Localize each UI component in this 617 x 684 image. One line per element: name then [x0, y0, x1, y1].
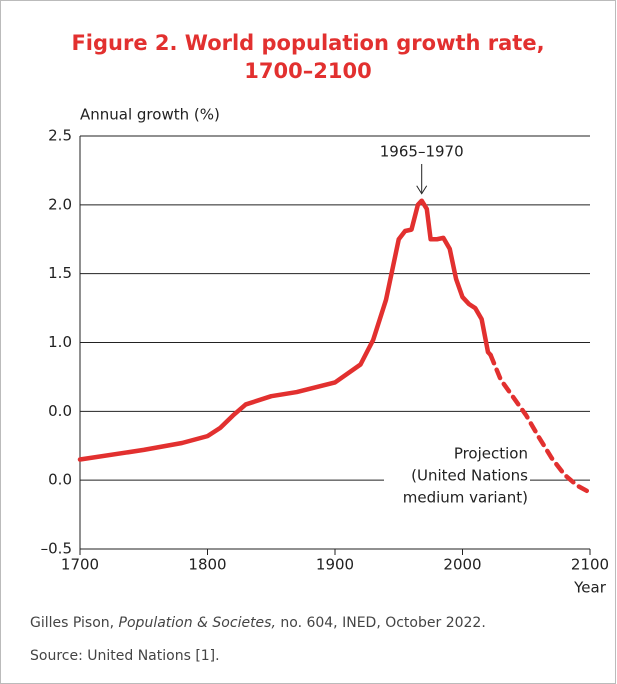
arrowhead [416, 185, 428, 195]
y-tick-label: 1.5 [48, 264, 72, 282]
annotation: medium variant) [403, 489, 528, 507]
chart-title: 1700–2100 [244, 59, 371, 83]
line-series [488, 352, 593, 495]
source: Source: United Nations [1]. [30, 648, 220, 664]
annotation-bg [384, 440, 530, 512]
x-axis-label: Year [573, 579, 607, 597]
x-tick-label: 1700 [61, 556, 99, 574]
y-axis-label: Annual growth (%) [80, 106, 220, 124]
credit-part: no. 604, INED, October 2022. [276, 615, 486, 631]
y-tick-label: 0.0 [48, 402, 72, 420]
x-tick-label: 1900 [316, 556, 354, 574]
y-tick-label: –0.5 [41, 540, 72, 558]
annotation: 1965–1970 [380, 143, 464, 161]
chart-title: Figure 2. World population growth rate, [71, 31, 544, 55]
credit-part: Gilles Pison, [30, 615, 119, 631]
line-series [77, 198, 493, 462]
y-tick-label: 2.5 [48, 127, 72, 145]
y-tick-label: 1.0 [48, 333, 72, 351]
credit-part: Population & Societes, [119, 615, 276, 631]
credit: Gilles Pison, Population & Societes, no.… [30, 615, 486, 631]
annotation: Projection [454, 445, 528, 463]
y-tick-label: 2.0 [48, 195, 72, 213]
x-tick-label: 2000 [443, 556, 481, 574]
x-tick-label: 2100 [571, 556, 609, 574]
y-tick-label: 0.0 [48, 471, 72, 489]
annotation: (United Nations [411, 467, 528, 485]
x-tick-label: 1800 [188, 556, 226, 574]
